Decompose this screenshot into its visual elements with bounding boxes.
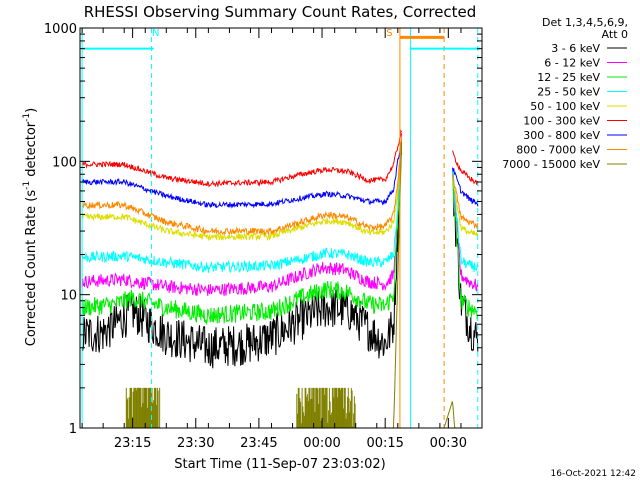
series-100to300keV-line xyxy=(81,129,479,188)
timestamp: 16-Oct-2021 12:42 xyxy=(551,469,636,479)
flag-label-S: S xyxy=(386,28,392,39)
y-axis-label-part: -1 xyxy=(22,113,32,122)
legend-header-line: Att 0 xyxy=(602,28,628,41)
x-tick-label: 00:15 xyxy=(366,436,403,451)
legend-label: 50 - 100 keV xyxy=(530,100,600,113)
y-axis-label: Corrected Count Rate (s-1 detector-1) xyxy=(22,108,39,346)
legend-label: 12 - 25 keV xyxy=(537,71,600,84)
legend-label: 300 - 800 keV xyxy=(523,129,600,142)
legend: Det 1,3,4,5,6,9,Att 03 - 6 keV 6 - 12 keV… xyxy=(502,16,628,171)
burst-1 xyxy=(125,387,161,428)
legend-header-line: Det 1,3,4,5,6,9, xyxy=(542,16,628,29)
chart-title: RHESSI Observing Summary Count Rates, Co… xyxy=(84,3,477,21)
y-tick-label: 100 xyxy=(52,155,77,170)
x-axis-label: Start Time (11-Sep-07 23:03:02) xyxy=(174,457,385,472)
x-tick-label: 23:15 xyxy=(114,436,151,451)
legend-label: 25 - 50 keV xyxy=(537,86,600,99)
series-800to7000keV-line xyxy=(81,135,479,236)
gap-band xyxy=(399,28,411,428)
x-tick-label: 00:00 xyxy=(303,436,340,451)
flag-label-N: N xyxy=(152,28,159,39)
x-tick-label: 23:45 xyxy=(240,436,277,451)
series-12to25keV-line xyxy=(81,138,478,325)
y-tick-label: 1 xyxy=(69,422,77,437)
series-50to100keV-line xyxy=(81,140,479,242)
series-25to50keV-line xyxy=(81,141,479,273)
y-tick-label: 10 xyxy=(60,289,77,304)
burst-2 xyxy=(296,387,356,428)
series-7000to15000keV-line xyxy=(82,142,478,428)
y-axis-label-part: detector xyxy=(24,121,39,181)
y-axis-label-part: Corrected Count Rate (s xyxy=(24,190,39,347)
legend-label: 6 - 12 keV xyxy=(544,57,600,70)
y-tick-label: 1000 xyxy=(44,22,77,37)
series-300to800keV-line xyxy=(81,141,479,209)
legend-label: 800 - 7000 keV xyxy=(516,144,600,157)
y-axis-label-part: ) xyxy=(24,108,39,113)
legend-label: 100 - 300 keV xyxy=(523,115,600,128)
y-axis-label-part: -1 xyxy=(22,181,32,190)
axes: 1 10 100 1000 23:15 23:30 23:45 00:00 00:15 00:30 xyxy=(44,22,483,451)
legend-label: 7000 - 15000 keV xyxy=(502,158,600,171)
x-tick-label: 00:30 xyxy=(430,436,467,451)
plot-frame xyxy=(79,27,483,429)
legend-label: 3 - 6 keV xyxy=(551,42,600,55)
x-tick-label: 23:30 xyxy=(177,436,214,451)
